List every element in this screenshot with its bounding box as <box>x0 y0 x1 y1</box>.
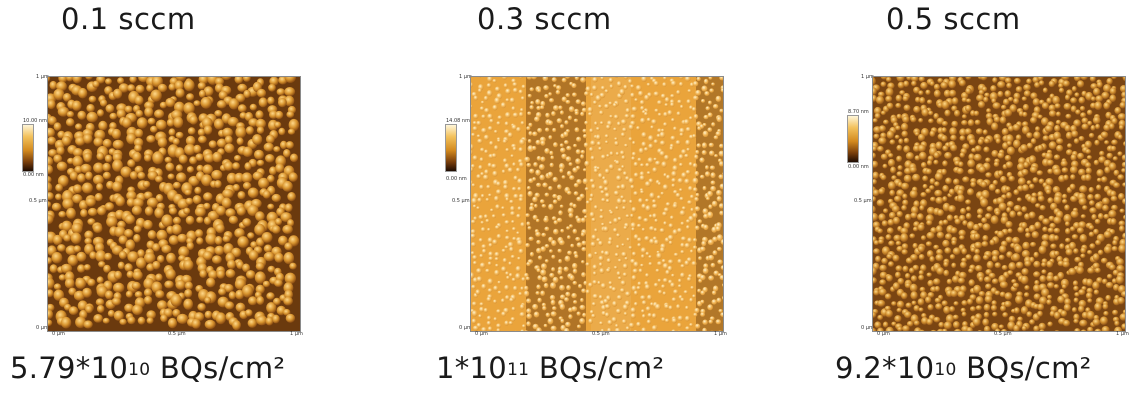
y-tick-top: 1 µm <box>861 74 874 80</box>
density-caption: 5.79*1010 BQs/cm² <box>10 351 285 385</box>
panel-title: 0.1 sccm <box>61 2 196 36</box>
afm-image-canvas <box>48 77 300 331</box>
afm-image <box>47 76 301 332</box>
y-tick-mid: 0.5 µm <box>29 198 47 204</box>
caption-base: 1*10 <box>436 351 508 385</box>
y-tick-mid: 0.5 µm <box>452 198 470 204</box>
caption-unit: BQs/cm² <box>529 351 665 385</box>
caption-base: 9.2*10 <box>835 351 935 385</box>
y-tick-mid: 0.5 µm <box>854 198 872 204</box>
x-tick-right: 1 µm <box>714 331 727 337</box>
x-tick-right: 1 µm <box>290 331 303 337</box>
scale-bottom-label: 0.00 nm <box>848 164 869 170</box>
afm-image <box>470 76 724 332</box>
y-tick-bottom: 0 µm <box>459 325 472 331</box>
x-tick-right: 1 µm <box>1116 331 1129 337</box>
afm-dots <box>48 77 300 331</box>
caption-exponent: 10 <box>934 360 957 380</box>
afm-dots <box>471 77 723 331</box>
caption-unit: BQs/cm² <box>150 351 286 385</box>
x-tick-mid: 0.5 µm <box>168 331 186 337</box>
density-caption: 1*1011 BQs/cm² <box>436 351 664 385</box>
afm-image-canvas <box>471 77 723 331</box>
height-colorbar <box>847 115 859 163</box>
afm-shading-band <box>526 77 586 331</box>
afm-image <box>872 76 1126 332</box>
scale-bottom-label: 0.00 nm <box>23 172 44 178</box>
panel-title: 0.3 sccm <box>477 2 612 36</box>
scale-top-label: 10.00 nm <box>23 118 47 124</box>
x-tick-left: 0 µm <box>877 331 890 337</box>
height-colorbar <box>445 124 457 172</box>
panel-0-1-sccm: 0.1 sccm 1 µm 0.5 µm 0 µm 10.00 nm 0.00 … <box>0 0 380 396</box>
scale-top-label: 8.70 nm <box>848 109 869 115</box>
x-tick-left: 0 µm <box>52 331 65 337</box>
x-tick-mid: 0.5 µm <box>994 331 1012 337</box>
afm-image-canvas <box>873 77 1125 331</box>
caption-unit: BQs/cm² <box>956 351 1092 385</box>
y-tick-bottom: 0 µm <box>861 325 874 331</box>
y-tick-top: 1 µm <box>459 74 472 80</box>
panel-title: 0.5 sccm <box>886 2 1021 36</box>
caption-exponent: 11 <box>507 360 530 380</box>
panel-0-5-sccm: 0.5 sccm 1 µm 0.5 µm 0 µm 8.70 nm 0.00 n… <box>800 0 1142 396</box>
x-tick-left: 0 µm <box>475 331 488 337</box>
caption-exponent: 10 <box>128 360 151 380</box>
x-tick-mid: 0.5 µm <box>592 331 610 337</box>
height-colorbar <box>22 124 34 172</box>
afm-dots <box>873 77 1125 331</box>
scale-top-label: 14.08 nm <box>446 118 470 124</box>
panel-0-3-sccm: 0.3 sccm 1 µm 0.5 µm 0 µm 14.08 nm 0.00 … <box>400 0 780 396</box>
scale-bottom-label: 0.00 nm <box>446 176 467 182</box>
caption-base: 5.79*10 <box>10 351 129 385</box>
density-caption: 9.2*1010 BQs/cm² <box>835 351 1092 385</box>
y-tick-top: 1 µm <box>36 74 49 80</box>
y-tick-bottom: 0 µm <box>36 325 49 331</box>
